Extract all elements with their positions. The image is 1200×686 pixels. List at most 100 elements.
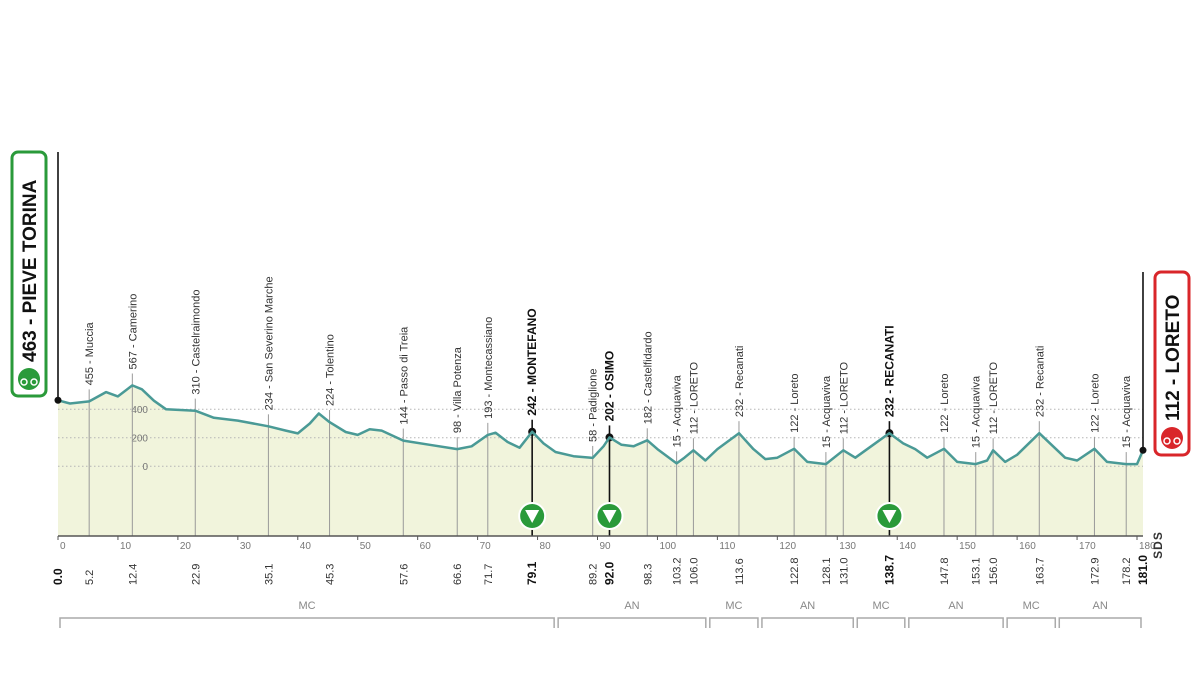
x-tick-label: 120 [779,541,796,552]
waypoint-km: 98.3 [642,564,654,585]
sprint-triangle [882,510,897,523]
waypoint-label: 232 - Recanati [734,346,746,418]
region-label: AN [948,600,963,612]
waypoint-km: 45.3 [325,564,337,585]
waypoint-label: 144 - Passo di Treia [398,326,410,425]
waypoint-label: 202 - OSIMO [602,351,616,422]
waypoint-label: 242 - MONTEFANO [525,308,539,415]
waypoint-label: 455 - Muccia [84,322,96,386]
waypoint-km: 66.6 [452,564,464,585]
waypoint-km: 106.0 [688,557,700,585]
region-bracket [908,617,1004,628]
x-tick-label: 40 [300,541,312,552]
waypoint-label: 567 - Camerino [127,294,139,370]
waypoint-label: 232 - RECANATI [882,325,896,417]
x-tick-label: 60 [420,541,432,552]
sprint-marker [595,502,624,530]
x-tick-label: 100 [659,541,676,552]
region-label: MC [1023,600,1040,612]
region-bracket [709,617,759,628]
y-tick-label: 0 [142,462,148,473]
waypoint-km: 35.1 [263,564,275,585]
finish-wheel-b [1173,437,1181,445]
finish-km: 181.0 [1136,555,1150,585]
finish-dot [1139,446,1147,454]
x-tick-label: 70 [480,541,492,552]
region-label: MC [299,600,316,612]
start-wheel-b [30,378,38,386]
waypoint-label: 58 - Padiglione [588,369,600,442]
x-tick-label: 180 [1139,541,1156,552]
waypoint-km: 113.6 [734,558,746,585]
waypoint-km: 163.7 [1034,557,1046,585]
x-tick-label: 50 [360,541,372,552]
x-tick-label: 0 [60,541,66,552]
y-tick-label: 400 [131,405,148,416]
sprint-marker [518,502,547,530]
waypoint-km: 131.0 [838,557,850,585]
waypoint-km: 12.4 [127,564,139,585]
start-dot [54,396,62,404]
waypoint-km: 122.8 [789,557,801,585]
sprint-triangle [602,510,617,523]
waypoint-km: 79.1 [525,561,539,585]
region-bracket [856,617,906,628]
waypoint-label: 232 - Recanati [1034,346,1046,418]
start-label: 463 - PIEVE TORINA [20,179,41,362]
waypoint-label: 112 - LORETO [688,361,700,434]
y-tick-label: 200 [131,434,148,445]
waypoint-km: 128.1 [821,557,833,585]
x-tick-label: 10 [120,541,132,552]
waypoint-label: 182 - Castelfidardo [642,331,654,424]
waypoint-label: 15 - Acquaviva [672,374,684,447]
finish-icon [1161,427,1183,449]
waypoint-label: 234 - San Severino Marche [263,276,275,410]
waypoint-km: 71.7 [483,564,495,585]
waypoint-km: 57.6 [398,564,410,585]
waypoint-km: 103.2 [672,557,684,585]
x-tick-label: 150 [959,541,976,552]
start-icon [18,368,40,390]
waypoint-km: 138.7 [882,555,896,585]
region-label: MC [725,600,742,612]
sprint-marker [875,502,904,530]
logo: SDS [1151,531,1165,559]
finish-label: 112 - LORETO [1163,295,1184,421]
profile-line [57,384,1145,466]
region-bracket [557,617,707,628]
region-label: AN [800,600,815,612]
waypoint-label: 112 - LORETO [988,361,1000,434]
waypoint-km: 92.0 [602,561,616,585]
waypoint-label: 122 - Loreto [939,374,951,433]
region-bracket [1058,617,1142,628]
waypoint-km: 172.9 [1089,557,1101,585]
region-bracket [59,617,555,628]
waypoint-km: 156.0 [988,557,1000,585]
waypoint-label: 122 - Loreto [789,374,801,433]
waypoint-label: 15 - Acquaviva [1121,375,1133,448]
waypoint-label: 98 - Villa Potenza [452,346,464,433]
waypoint-km: 89.2 [588,564,600,585]
x-tick-label: 130 [839,541,856,552]
x-tick-label: 170 [1079,541,1096,552]
waypoint-label: 15 - Acquaviva [821,375,833,448]
x-tick-label: 110 [719,541,735,552]
waypoint-label: 224 - Tolentino [325,334,337,406]
region-bracket [1006,617,1057,628]
region-label: AN [1092,600,1107,612]
finish-wheel-a [1163,437,1171,445]
start-wheel-a [20,378,28,386]
finish-flag [1153,270,1191,457]
region-label: MC [872,600,889,612]
sprint-triangle [525,510,540,523]
x-tick-label: 20 [180,541,192,552]
waypoint-label: 193 - Montecassiano [483,317,495,419]
waypoint-km: 178.2 [1121,557,1133,585]
x-tick-label: 30 [240,541,252,552]
waypoint-km: 153.1 [971,557,983,585]
waypoint-label: 112 - LORETO [838,361,850,434]
waypoint-km: 5.2 [84,570,96,585]
waypoint-label: 122 - Loreto [1089,374,1101,433]
x-tick-label: 160 [1019,541,1036,552]
